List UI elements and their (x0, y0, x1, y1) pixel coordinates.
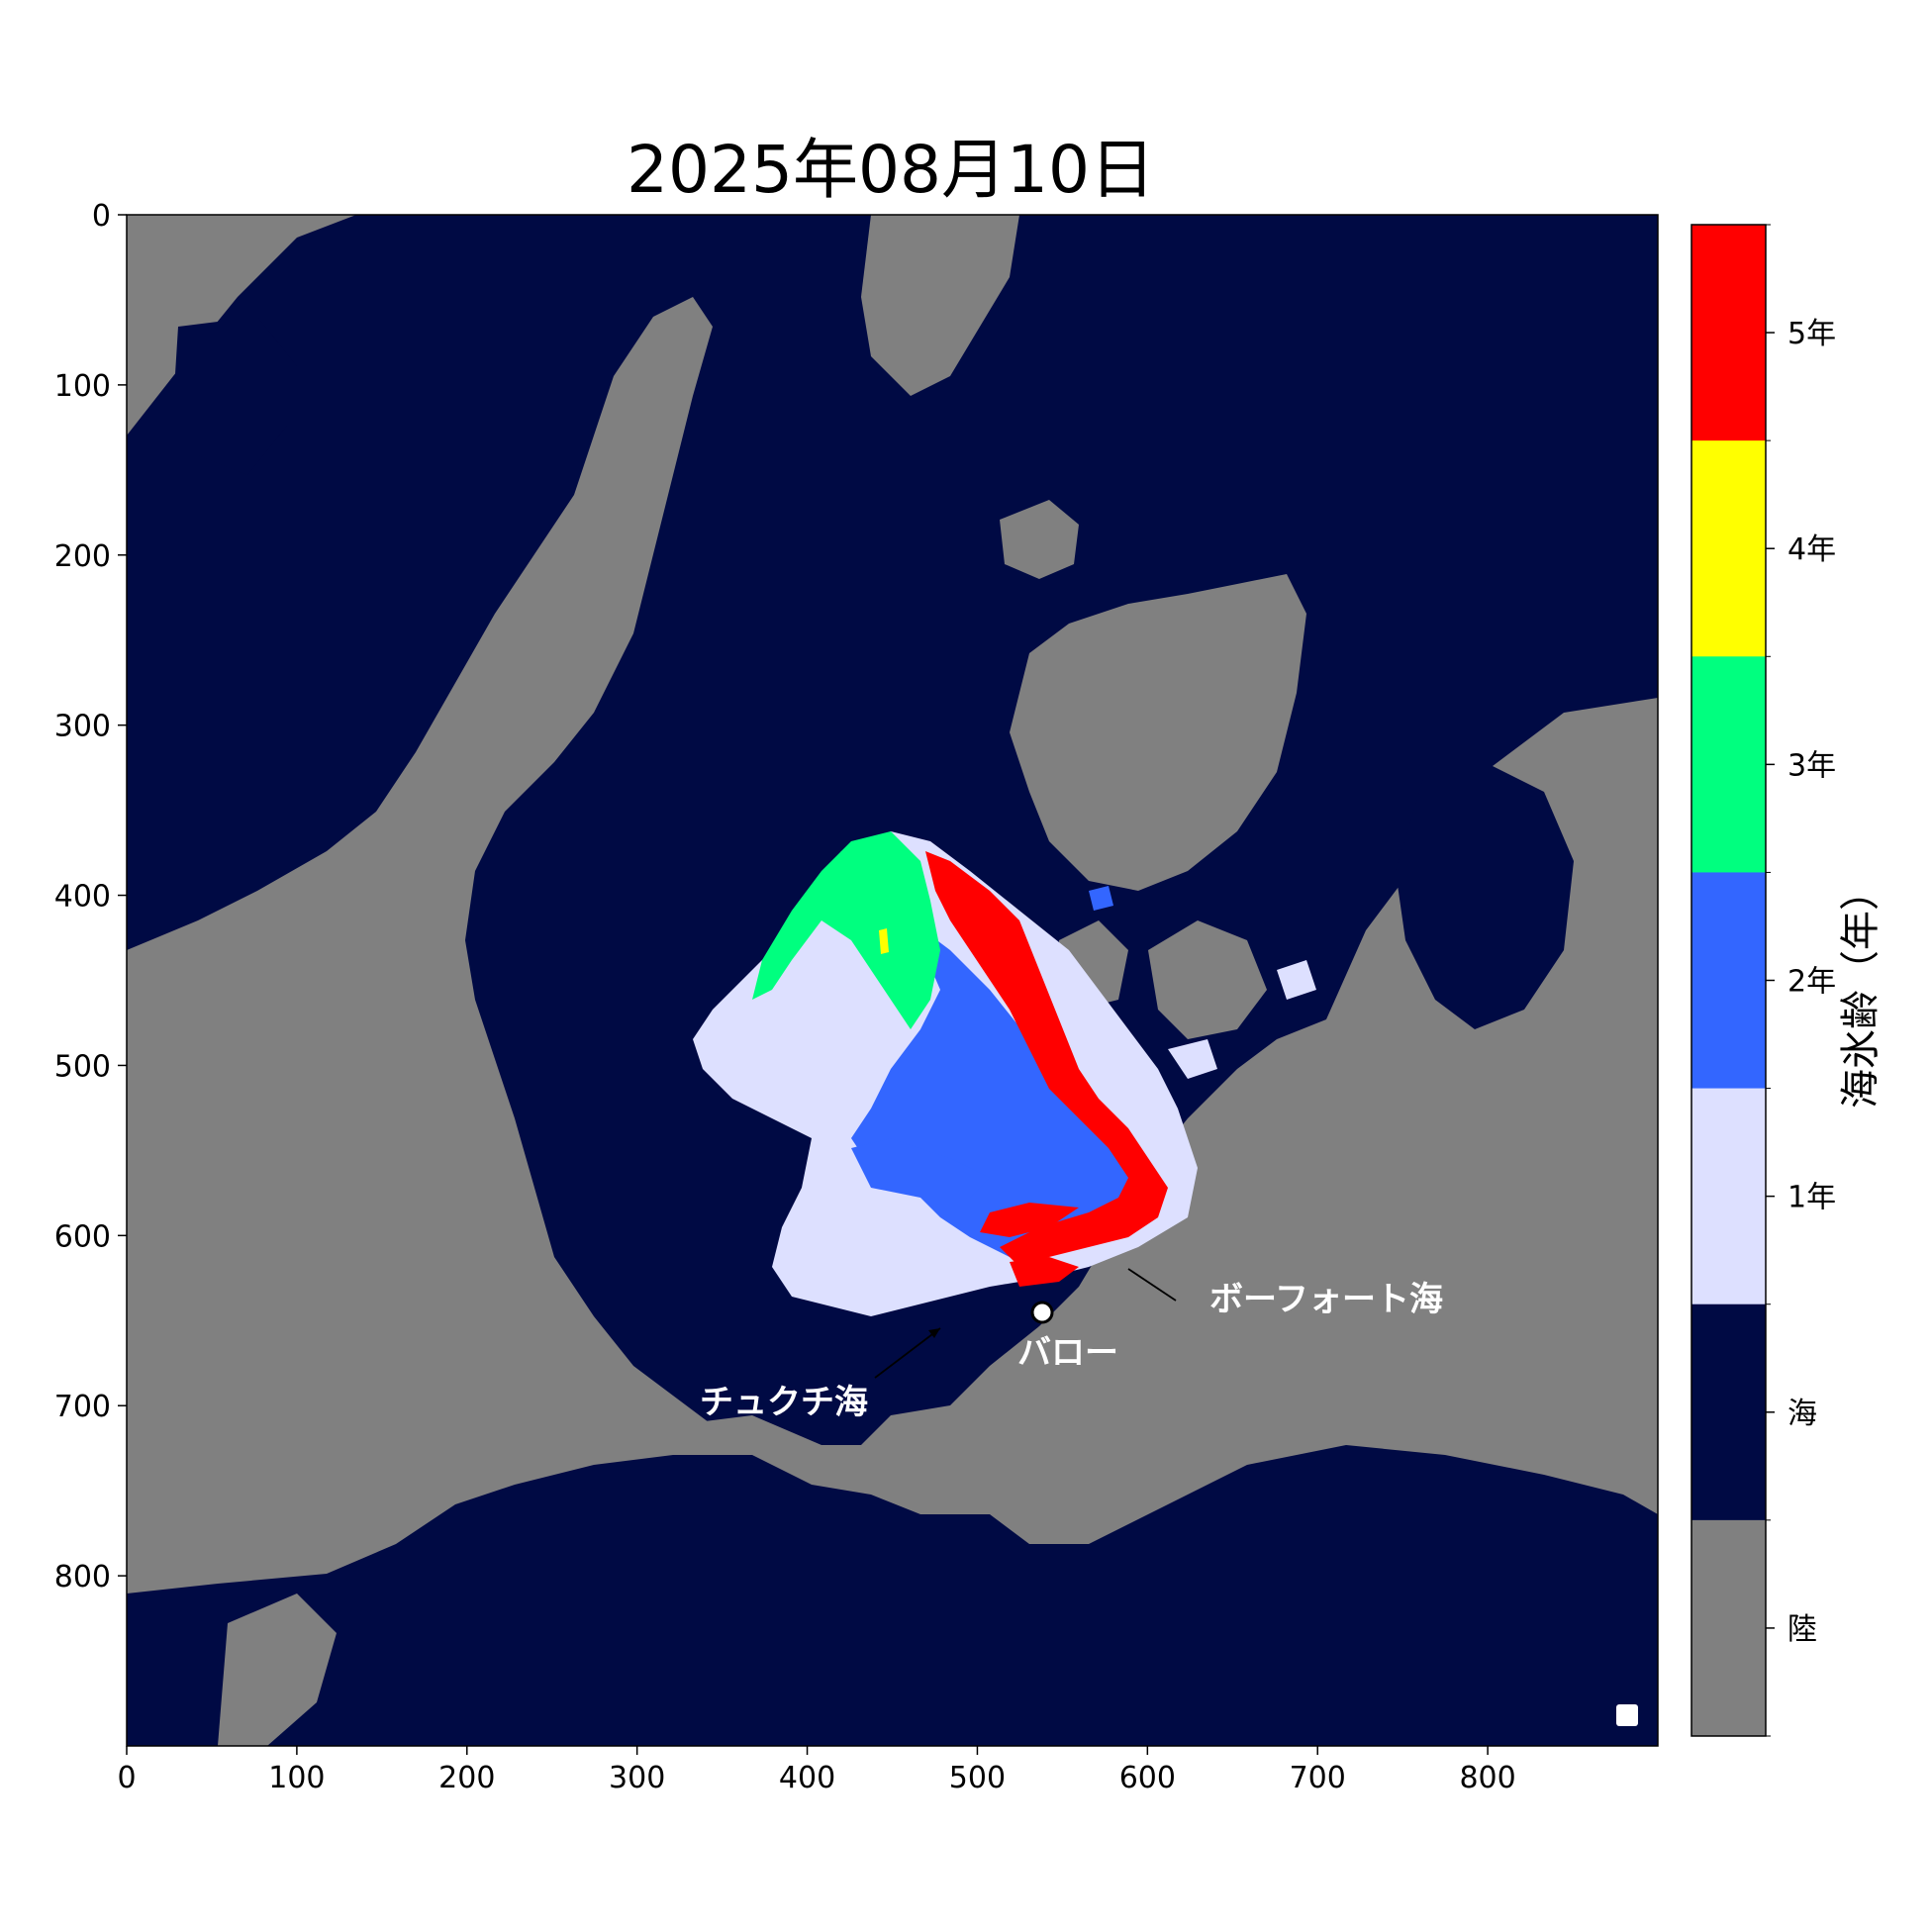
x-tick-label: 100 (268, 1761, 325, 1795)
barrow-label: バロー (1017, 1333, 1118, 1373)
colorbar-tick-label: 4年 (1787, 532, 1836, 567)
annotations: ボーフォート海 バロー チュクチ海 (700, 1268, 1638, 1726)
pacific-ocean (127, 1445, 1658, 1746)
hudson-bay (1396, 762, 1574, 1029)
colorbar-frame (1690, 224, 1767, 1737)
colorbar-tick-label: 5年 (1787, 317, 1836, 351)
canadian-archipelago (1148, 920, 1267, 1039)
colorbar-label: 海氷齢（年） (1838, 871, 1884, 1109)
colorbar-swatch (1691, 225, 1766, 441)
y-tick-label: 100 (54, 369, 111, 404)
x-tick-label: 600 (1119, 1761, 1176, 1795)
x-tick-label: 200 (438, 1761, 495, 1795)
y-tick-label: 400 (54, 880, 111, 915)
x-axis: 0 100 200 300 400 500 600 700 800 (117, 1746, 1516, 1795)
corner-marker (1616, 1704, 1638, 1726)
colorbar-swatch (1691, 872, 1766, 1090)
y-tick-label: 300 (54, 710, 111, 744)
eurasia-land-top (861, 215, 1019, 396)
colorbar-swatch (1691, 1088, 1766, 1305)
x-tick-label: 300 (609, 1761, 665, 1795)
y-tick-label: 200 (54, 539, 111, 574)
chukchi-sea-label: チュクチ海 (700, 1383, 868, 1422)
colorbar-swatch (1691, 656, 1766, 873)
barrow-marker (1030, 1301, 1054, 1324)
y-tick-label: 700 (54, 1390, 111, 1424)
colorbar-tick-label: 海 (1787, 1397, 1817, 1431)
y-tick-label: 600 (54, 1219, 111, 1254)
colorbar-tick-label: 陸 (1787, 1612, 1817, 1647)
x-tick-label: 400 (779, 1761, 835, 1795)
arctic-ocean (127, 215, 1658, 1445)
colorbar-tick-label: 3年 (1787, 748, 1836, 783)
colorbar-tick-label: 2年 (1787, 965, 1836, 1000)
x-tick-label: 700 (1290, 1761, 1346, 1795)
colorbar-swatch (1691, 1519, 1766, 1737)
map-title: 2025年08月10日 (627, 132, 1155, 208)
x-tick-label: 500 (949, 1761, 1006, 1795)
y-axis: 0 100 200 300 400 500 600 700 800 (54, 199, 127, 1594)
chukchi-arrow (874, 1327, 941, 1379)
map-frame (126, 214, 1659, 1747)
x-tick-label: 0 (117, 1761, 136, 1795)
map-area (127, 215, 1658, 1746)
svalbard (1000, 500, 1079, 579)
sea-ice-3yr (752, 831, 940, 1029)
sea-ice-5yr (925, 851, 1168, 1267)
beaufort-sea-label: ボーフォート海 (1209, 1280, 1443, 1319)
y-tick-label: 500 (54, 1049, 111, 1084)
colorbar-swatch (1691, 1304, 1766, 1521)
greenland (1010, 574, 1306, 891)
x-tick-label: 800 (1459, 1761, 1515, 1795)
beaufort-arrow (1127, 1268, 1177, 1302)
colorbar-swatch (1691, 440, 1766, 657)
y-tick-label: 800 (54, 1560, 111, 1594)
sea-ice-4yr (879, 928, 889, 954)
y-tick-label: 0 (92, 199, 111, 234)
colorbar-tick-label: 1年 (1787, 1181, 1836, 1215)
